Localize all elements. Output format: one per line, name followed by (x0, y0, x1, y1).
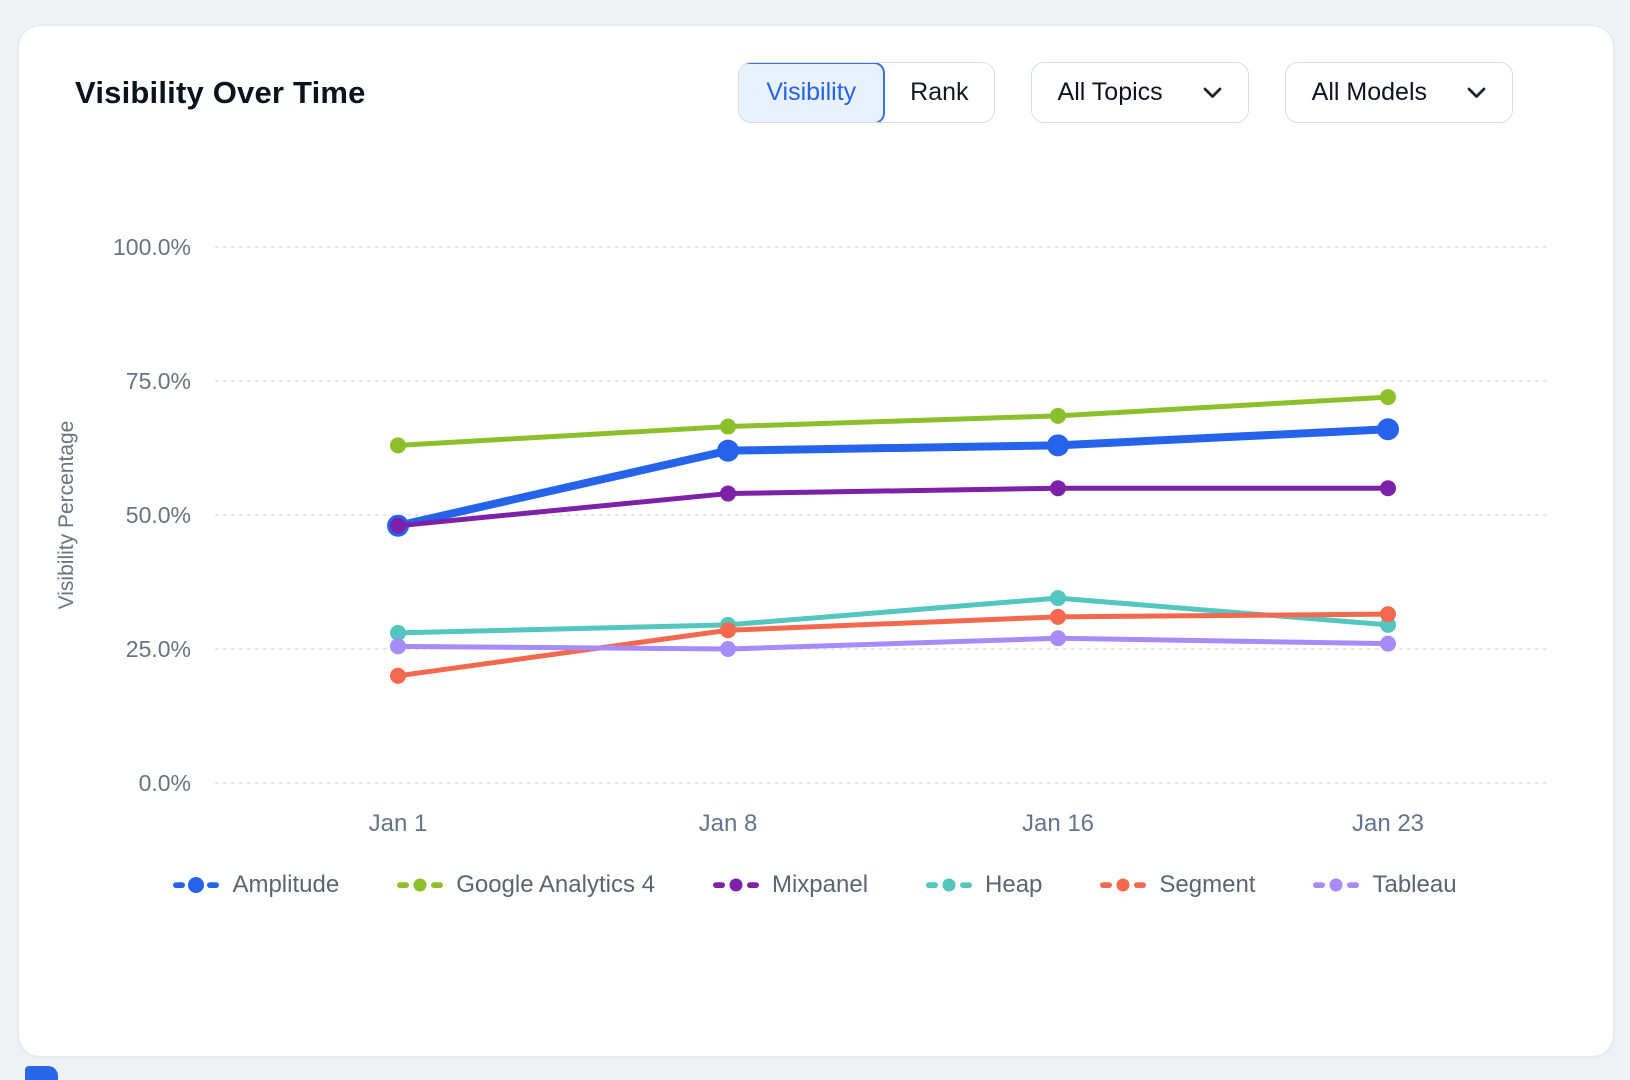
data-point-heap-0[interactable] (390, 624, 406, 641)
data-point-google-analytics-4-1[interactable] (720, 418, 736, 435)
toggle-rank-button[interactable]: Rank (885, 63, 994, 122)
data-point-segment-2[interactable] (1050, 608, 1066, 625)
legend-marker-segment (1100, 878, 1147, 892)
data-point-google-analytics-4-3[interactable] (1380, 389, 1396, 406)
data-point-mixpanel-3[interactable] (1380, 480, 1396, 497)
legend-label-amplitude: Amplitude (232, 871, 340, 898)
data-point-google-analytics-4-2[interactable] (1050, 407, 1066, 424)
legend-marker-mixpanel (712, 878, 759, 892)
data-point-mixpanel-1[interactable] (720, 485, 736, 502)
y-tick-label-50: 50.0% (126, 502, 191, 528)
data-point-segment-3[interactable] (1380, 606, 1396, 623)
legend-marker-google-analytics-4 (397, 878, 444, 892)
view-toggle: Visibility Rank (737, 62, 995, 123)
legend-label-google-analytics-4: Google Analytics 4 (456, 871, 655, 898)
legend-label-segment: Segment (1159, 871, 1256, 898)
legend-marker-tableau (1313, 878, 1360, 892)
chevron-down-icon (1203, 87, 1222, 98)
x-tick-label-jan-1: Jan 1 (369, 810, 428, 837)
models-dropdown-value: All Models (1311, 78, 1427, 106)
legend-item-google-analytics-4[interactable]: Google Analytics 4 (397, 871, 655, 899)
series-line-mixpanel (395, 485, 1391, 529)
topics-dropdown-value: All Topics (1057, 78, 1163, 106)
toggle-visibility-button[interactable]: Visibility (738, 63, 886, 122)
x-tick-label-jan-16: Jan 16 (1022, 810, 1094, 837)
data-point-segment-1[interactable] (720, 622, 736, 639)
data-point-amplitude-2[interactable] (1047, 434, 1069, 457)
data-point-tableau-0[interactable] (390, 638, 406, 655)
legend-item-segment[interactable]: Segment (1100, 871, 1255, 899)
data-point-heap-2[interactable] (1050, 590, 1066, 607)
legend-marker-heap (926, 878, 973, 892)
visibility-over-time-card: Visibility Over Time Visibility Rank All… (18, 25, 1614, 1057)
series-line-segment (395, 611, 1391, 679)
legend-item-heap[interactable]: Heap (926, 871, 1042, 899)
series-line-google-analytics-4 (395, 394, 1391, 448)
data-point-google-analytics-4-0[interactable] (390, 437, 406, 454)
legend-label-tableau: Tableau (1372, 871, 1457, 898)
chevron-down-icon (1467, 87, 1486, 98)
legend-item-mixpanel[interactable]: Mixpanel (712, 871, 869, 899)
data-point-tableau-1[interactable] (720, 641, 736, 657)
visibility-line-chart: 100.0% 75.0% 50.0% 25.0% 0.0% Visibility Perc… (55, 234, 1550, 837)
data-point-tableau-3[interactable] (1380, 635, 1396, 652)
data-point-amplitude-3[interactable] (1377, 418, 1399, 441)
topics-dropdown[interactable]: All Topics (1030, 62, 1249, 123)
header-controls: Visibility Rank All Topics All Models (737, 62, 1513, 123)
data-point-amplitude-1[interactable] (717, 439, 739, 462)
chart-legend: Amplitude Google Analytics 4 Mixpanel Heap S… (39, 871, 1591, 899)
series-line-amplitude (394, 425, 1392, 530)
legend-label-mixpanel: Mixpanel (771, 871, 869, 898)
legend-item-amplitude[interactable]: Amplitude (173, 871, 339, 899)
card-header: Visibility Over Time Visibility Rank All… (75, 62, 1513, 123)
bottom-peek-element[interactable] (25, 1066, 58, 1080)
data-point-mixpanel-0[interactable] (390, 517, 406, 534)
series-line-heap (395, 595, 1391, 636)
models-dropdown[interactable]: All Models (1284, 62, 1513, 123)
y-tick-label-100: 100.0% (113, 234, 191, 260)
y-tick-label-75: 75.0% (126, 368, 191, 394)
y-axis-title: Visibility Percentage (55, 421, 78, 610)
y-tick-label-0: 0.0% (139, 770, 191, 796)
x-tick-label-jan-8: Jan 8 (699, 810, 758, 837)
legend-marker-amplitude (173, 877, 220, 893)
x-tick-label-jan-23: Jan 23 (1352, 810, 1424, 837)
data-point-tableau-2[interactable] (1050, 630, 1066, 647)
legend-label-heap: Heap (985, 871, 1043, 898)
y-tick-label-25: 25.0% (126, 636, 191, 662)
series-line-tableau (395, 635, 1391, 652)
page-title: Visibility Over Time (75, 74, 366, 110)
data-point-segment-0[interactable] (390, 667, 406, 684)
legend-item-tableau[interactable]: Tableau (1313, 871, 1457, 899)
data-point-mixpanel-2[interactable] (1050, 480, 1066, 497)
